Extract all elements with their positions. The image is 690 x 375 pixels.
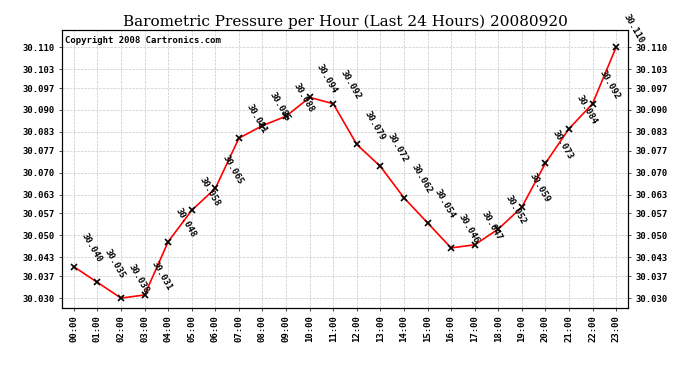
- Text: 30.084: 30.084: [575, 94, 598, 126]
- Text: 30.058: 30.058: [197, 175, 221, 207]
- Text: 30.052: 30.052: [504, 194, 528, 226]
- Text: 30.062: 30.062: [409, 162, 433, 195]
- Text: 30.065: 30.065: [221, 153, 245, 186]
- Text: 30.072: 30.072: [386, 131, 410, 164]
- Text: 30.040: 30.040: [79, 231, 104, 264]
- Text: 30.046: 30.046: [457, 213, 480, 245]
- Text: 30.059: 30.059: [527, 172, 551, 204]
- Text: 30.048: 30.048: [174, 207, 197, 239]
- Text: 30.094: 30.094: [315, 62, 339, 94]
- Text: 30.088: 30.088: [292, 81, 315, 114]
- Text: 30.110: 30.110: [622, 12, 646, 45]
- Text: 30.085: 30.085: [268, 90, 292, 123]
- Text: 30.030: 30.030: [126, 263, 150, 296]
- Title: Barometric Pressure per Hour (Last 24 Hours) 20080920: Barometric Pressure per Hour (Last 24 Ho…: [123, 15, 567, 29]
- Text: Copyright 2008 Cartronics.com: Copyright 2008 Cartronics.com: [65, 36, 221, 45]
- Text: 30.079: 30.079: [362, 109, 386, 142]
- Text: 30.047: 30.047: [480, 210, 504, 242]
- Text: 30.092: 30.092: [339, 69, 363, 101]
- Text: 30.073: 30.073: [551, 128, 575, 160]
- Text: 30.035: 30.035: [103, 247, 127, 280]
- Text: 30.081: 30.081: [244, 103, 268, 135]
- Text: 30.031: 30.031: [150, 260, 174, 292]
- Text: 30.092: 30.092: [598, 69, 622, 101]
- Text: 30.054: 30.054: [433, 188, 457, 220]
